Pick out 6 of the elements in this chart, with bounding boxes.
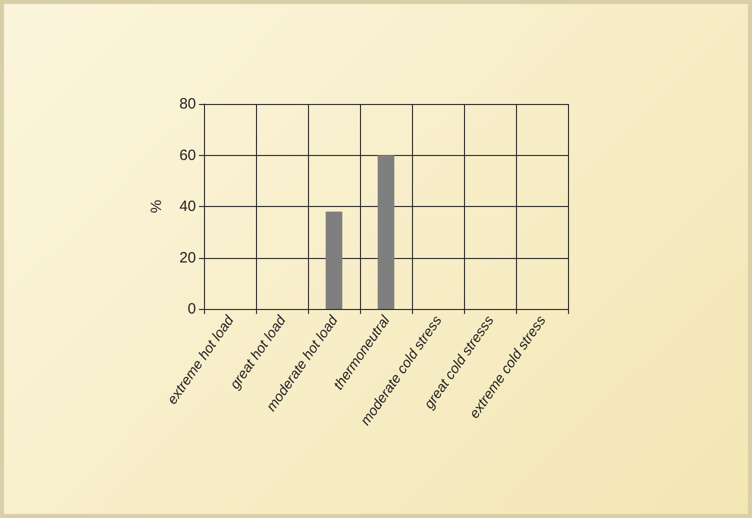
y-tick-label: 20 (179, 249, 196, 266)
y-tick-label: 60 (179, 146, 196, 164)
y-tick-label: 80 (179, 96, 196, 112)
y-axis-title: % (148, 200, 165, 214)
y-tick-label: 40 (179, 198, 196, 215)
y-tick-label: 0 (188, 300, 196, 318)
